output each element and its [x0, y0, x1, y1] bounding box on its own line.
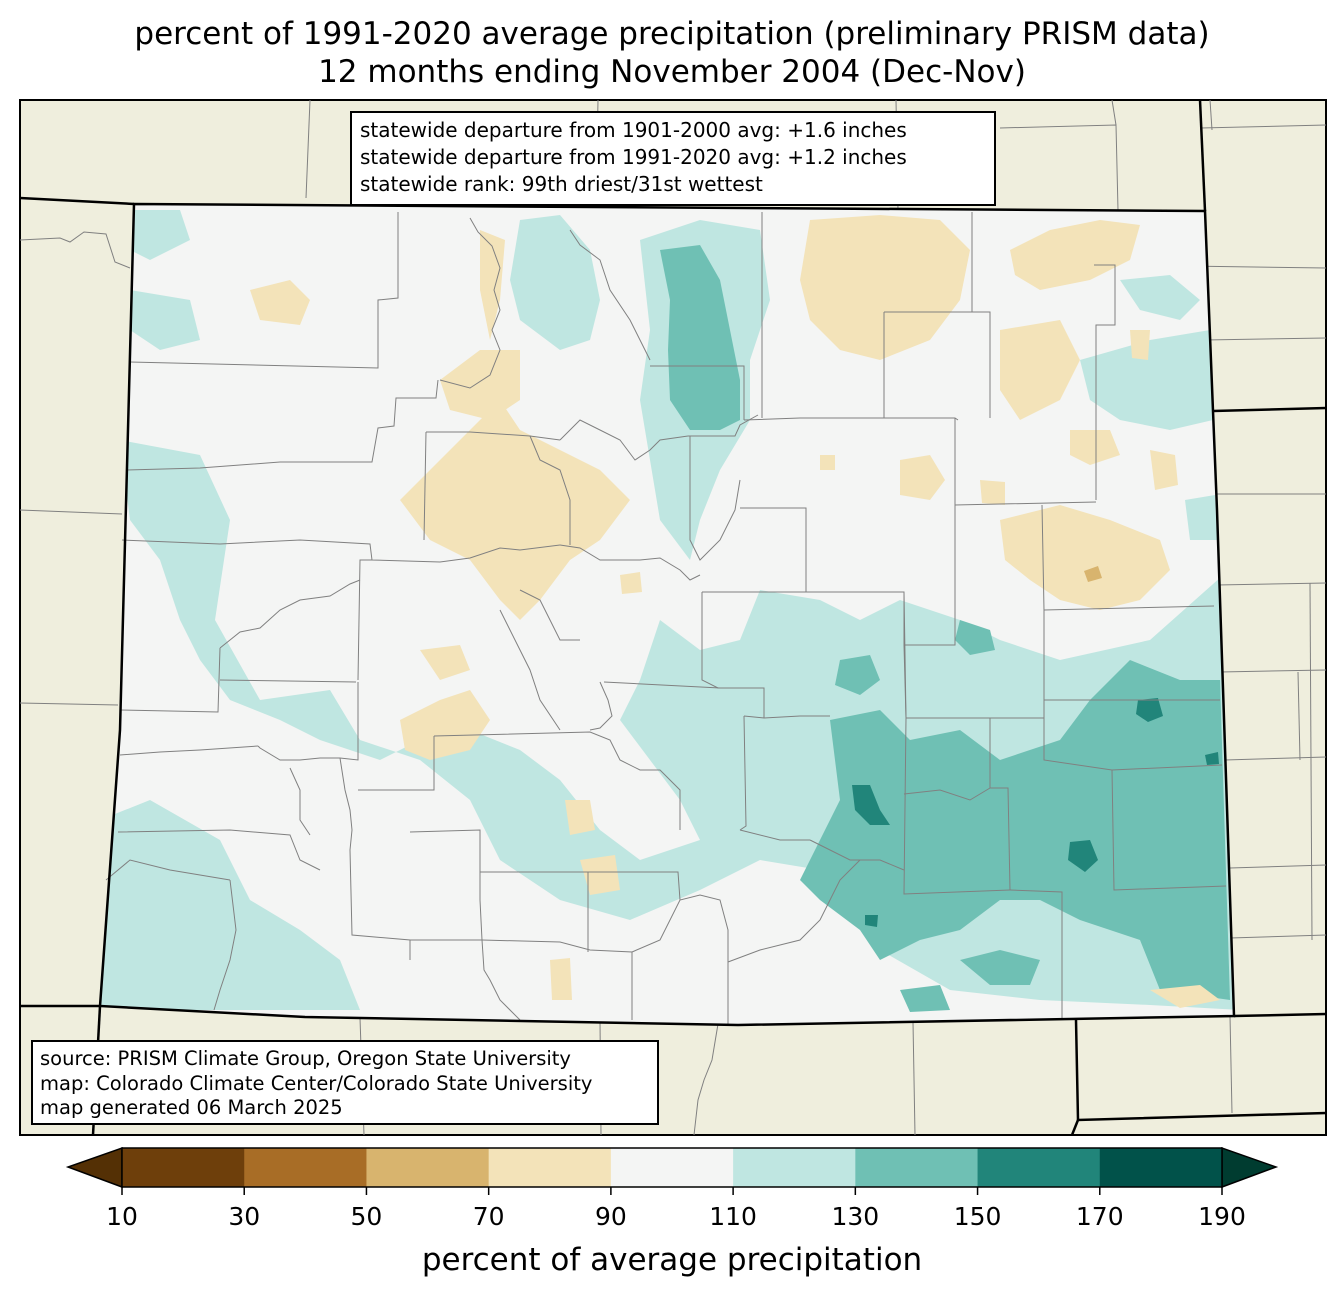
colorbar-tick-label: 50: [350, 1202, 383, 1231]
colorbar-under-triangle: [65, 1146, 123, 1189]
colorbar-tick-label: 190: [1198, 1202, 1246, 1231]
colorbar-label: percent of average precipitation: [421, 1242, 923, 1278]
colorbar-segment: [977, 1148, 1101, 1187]
colorbar-tick-label: 130: [831, 1202, 880, 1231]
colorbar-over-triangle: [1221, 1146, 1279, 1189]
colorbar: [65, 1146, 1279, 1195]
source-credit-box: source: PRISM Climate Group, Oregon Stat…: [31, 1040, 659, 1125]
colorbar-segment: [488, 1148, 612, 1187]
state-borders: [20, 100, 1326, 1135]
colorbar-tick-label: 70: [472, 1202, 505, 1231]
colorbar-tick-label: 10: [106, 1202, 138, 1231]
stats-departure-1991-2020: statewide departure from 1991-2020 avg: …: [360, 145, 907, 169]
colorbar-segment: [610, 1148, 734, 1187]
statewide-stats-box: statewide departure from 1901-2000 avg: …: [350, 111, 996, 206]
precipitation-field: [100, 204, 1234, 1025]
colorbar-segment: [855, 1148, 979, 1187]
colorbar-tick-label: 110: [709, 1202, 757, 1231]
colorbar-tick-label: 30: [228, 1202, 261, 1231]
colorbar-segment: [122, 1148, 245, 1187]
colorbar-segment: [733, 1148, 856, 1187]
colorbar-segment: [244, 1148, 367, 1187]
map-credit-line: map: Colorado Climate Center/Colorado St…: [40, 1071, 593, 1095]
colorbar-tick-label: 150: [953, 1202, 1002, 1231]
neighbor-county-lines: [20, 100, 1326, 1135]
colorbar-outline: [121, 1147, 1223, 1188]
map-generated-date: map generated 06 March 2025: [40, 1096, 343, 1119]
colorbar-segment: [366, 1148, 490, 1187]
colorbar-segment: [1099, 1148, 1223, 1187]
county-boundaries: [105, 212, 1227, 1024]
stats-departure-1901-2000: statewide departure from 1901-2000 avg: …: [360, 118, 907, 142]
map-title-line1: percent of 1991-2020 average precipitati…: [134, 16, 1210, 52]
colorbar-tick-label: 170: [1075, 1202, 1124, 1231]
source-line: source: PRISM Climate Group, Oregon Stat…: [40, 1047, 571, 1070]
colorbar-tick-label: 90: [594, 1202, 627, 1231]
map-title-line2: 12 months ending November 2004 (Dec-Nov): [318, 54, 1026, 90]
stats-rank: statewide rank: 99th driest/31st wettest: [360, 172, 763, 196]
